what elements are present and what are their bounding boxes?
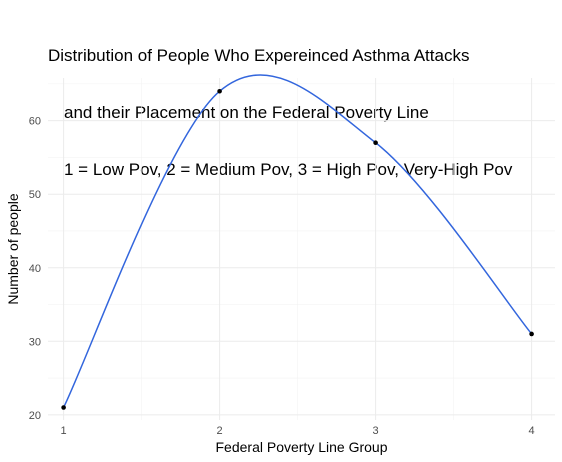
- chart-title: Distribution of People Who Expereinced A…: [48, 8, 558, 217]
- y-tick-label: 50: [29, 189, 41, 201]
- y-axis-ticks: 20 30 40 50 60: [29, 116, 41, 422]
- x-tick-label: 1: [61, 425, 67, 437]
- chart-title-line-3: 1 = Low Pov, 2 = Medium Pov, 3 = High Po…: [64, 160, 513, 179]
- y-tick-label: 40: [29, 263, 41, 275]
- data-point: [529, 331, 534, 337]
- y-tick-label: 30: [29, 336, 41, 348]
- data-point: [373, 140, 378, 146]
- x-axis-ticks: 1 2 3 4: [61, 425, 535, 437]
- x-tick-label: 4: [529, 425, 535, 437]
- y-tick-label: 20: [29, 410, 41, 422]
- data-point: [217, 88, 222, 94]
- grid-lines: [48, 78, 555, 420]
- data-point: [61, 405, 66, 410]
- data-points: [61, 88, 534, 410]
- x-tick-label: 2: [217, 425, 223, 437]
- y-axis-title: Number of people: [5, 193, 21, 305]
- x-axis-title: Federal Poverty Line Group: [216, 439, 388, 455]
- chart-title-line-1: Distribution of People Who Expereinced A…: [48, 46, 470, 65]
- x-tick-label: 3: [373, 425, 379, 437]
- y-tick-label: 60: [29, 116, 41, 128]
- series-line: [62, 74, 533, 409]
- chart-title-line-2: and their Placement on the Federal Pover…: [64, 103, 429, 122]
